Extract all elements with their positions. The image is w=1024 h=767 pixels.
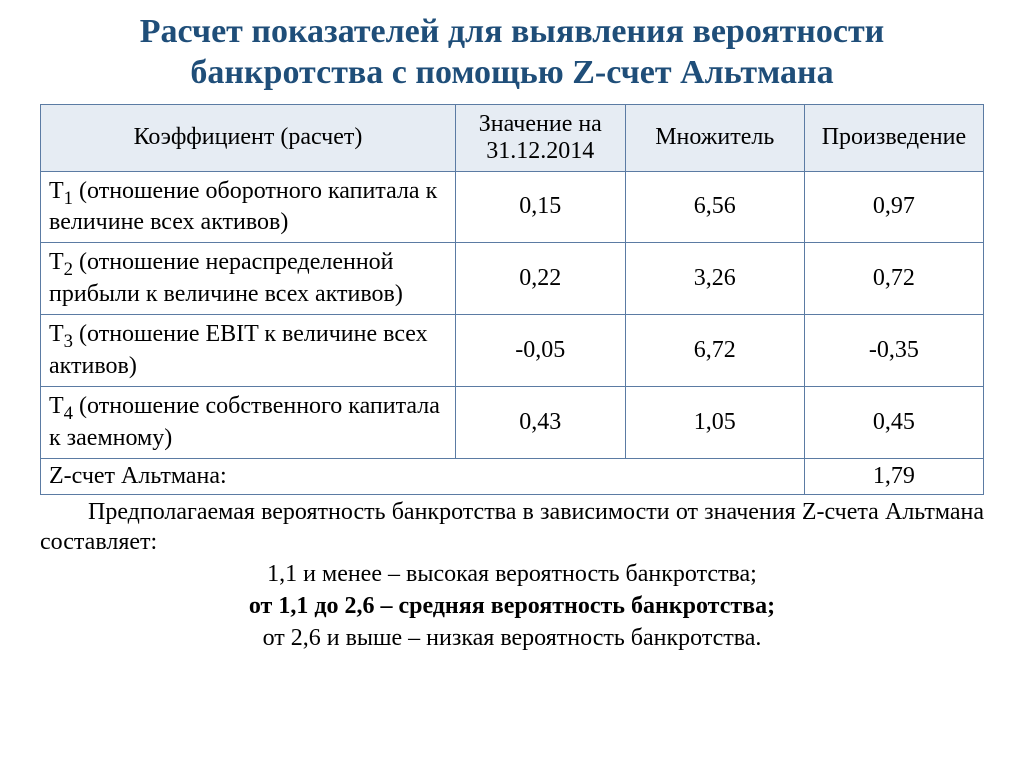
- cell-value: 0,43: [455, 386, 625, 458]
- intro-text: Предполагаемая вероятность банкротства в…: [40, 497, 984, 557]
- rule-medium: от 1,1 до 2,6 – средняя вероятность банк…: [40, 591, 984, 621]
- table-header: Коэффициент (расчет) Значение на 31.12.2…: [41, 104, 984, 171]
- cell-mult: 6,56: [625, 171, 804, 243]
- altman-table: Коэффициент (расчет) Значение на 31.12.2…: [40, 104, 984, 495]
- slide: Расчет показателей для выявления вероятн…: [0, 0, 1024, 653]
- rule-low: от 2,6 и выше – низкая вероятность банкр…: [40, 623, 984, 653]
- cell-coef: Т1 (отношение оборотного капитала к вели…: [41, 171, 456, 243]
- cell-coef: Т4 (отношение собственного капитала к за…: [41, 386, 456, 458]
- table-row: Т2 (отношение нераспределенной прибыли к…: [41, 243, 984, 315]
- table-body: Т1 (отношение оборотного капитала к вели…: [41, 171, 984, 494]
- header-coef: Коэффициент (расчет): [41, 104, 456, 171]
- cell-prod: 0,72: [804, 243, 983, 315]
- header-prod: Произведение: [804, 104, 983, 171]
- rule-high: 1,1 и менее – высокая вероятность банкро…: [40, 559, 984, 589]
- cell-prod: 0,97: [804, 171, 983, 243]
- cell-mult: 6,72: [625, 315, 804, 387]
- cell-value: -0,05: [455, 315, 625, 387]
- cell-value: 0,15: [455, 171, 625, 243]
- cell-mult: 1,05: [625, 386, 804, 458]
- table-row: Т1 (отношение оборотного капитала к вели…: [41, 171, 984, 243]
- page-title: Расчет показателей для выявления вероятн…: [40, 12, 984, 94]
- explanation-block: Предполагаемая вероятность банкротства в…: [40, 497, 984, 653]
- z-score-row: Z-счет Альтмана:1,79: [41, 458, 984, 494]
- z-value: 1,79: [804, 458, 983, 494]
- cell-coef: Т3 (отношение EBIT к величине всех актив…: [41, 315, 456, 387]
- cell-value: 0,22: [455, 243, 625, 315]
- header-mult: Множитель: [625, 104, 804, 171]
- cell-prod: 0,45: [804, 386, 983, 458]
- z-label: Z-счет Альтмана:: [41, 458, 805, 494]
- cell-prod: -0,35: [804, 315, 983, 387]
- cell-coef: Т2 (отношение нераспределенной прибыли к…: [41, 243, 456, 315]
- table-row: Т4 (отношение собственного капитала к за…: [41, 386, 984, 458]
- table-row: Т3 (отношение EBIT к величине всех актив…: [41, 315, 984, 387]
- cell-mult: 3,26: [625, 243, 804, 315]
- header-value: Значение на 31.12.2014: [455, 104, 625, 171]
